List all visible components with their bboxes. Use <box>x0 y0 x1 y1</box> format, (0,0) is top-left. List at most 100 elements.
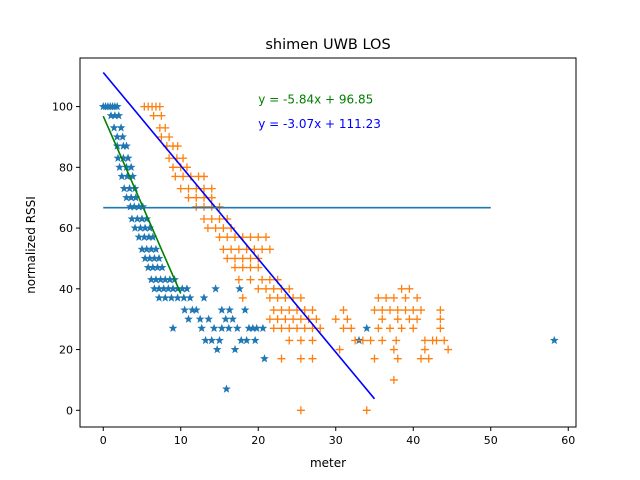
data-point-plus <box>436 306 445 315</box>
data-point-plus <box>300 306 309 315</box>
data-point-plus <box>262 233 270 242</box>
data-point-star <box>134 202 144 211</box>
data-point-plus <box>269 284 278 293</box>
data-point-plus <box>219 224 228 233</box>
data-point-plus <box>339 324 348 333</box>
axis-ticks: 0 10 20 30 40 50 60 0 20 40 60 80 100 <box>52 101 575 447</box>
data-point-plus <box>370 306 379 315</box>
data-point-star <box>260 354 269 363</box>
data-point-plus <box>389 345 398 354</box>
y-tick-label: 20 <box>59 344 73 357</box>
data-point-star <box>242 335 251 345</box>
data-point-plus <box>277 306 286 315</box>
data-point-star <box>163 284 173 293</box>
data-point-plus <box>234 275 243 284</box>
data-point-plus <box>192 193 201 202</box>
data-point-star <box>137 214 147 223</box>
data-point-plus <box>308 336 317 345</box>
data-point-plus <box>171 172 180 181</box>
data-point-plus <box>215 214 224 223</box>
data-point-star <box>549 335 559 345</box>
data-point-plus <box>293 324 301 333</box>
data-point-star <box>115 162 124 172</box>
data-point-plus <box>296 315 305 324</box>
data-point-star <box>212 344 222 354</box>
data-point-plus <box>393 354 402 363</box>
data-point-plus <box>389 293 398 302</box>
data-point-plus <box>417 306 425 315</box>
data-point-plus <box>351 336 360 345</box>
fit-line <box>102 71 376 400</box>
data-point-star <box>185 293 195 302</box>
data-point-plus <box>186 172 195 181</box>
plot-frame <box>79 57 577 428</box>
data-point-star <box>232 323 242 333</box>
data-point-plus <box>265 293 274 302</box>
data-point-star <box>244 323 254 333</box>
data-point-star <box>113 153 123 162</box>
data-point-plus <box>200 202 208 211</box>
data-point-star <box>165 275 175 284</box>
data-point-plus <box>308 354 317 363</box>
data-point-star <box>204 314 214 323</box>
data-point-star <box>127 214 137 223</box>
data-point-star <box>215 335 224 345</box>
data-point-star <box>150 284 159 293</box>
data-point-star <box>134 232 144 241</box>
data-point-plus <box>265 315 274 324</box>
data-point-star <box>191 305 201 314</box>
data-point-plus <box>296 293 305 302</box>
data-point-star <box>173 293 183 302</box>
data-point-star <box>160 293 170 302</box>
y-tick-label: 0 <box>66 404 73 417</box>
data-point-plus <box>378 306 387 315</box>
data-point-plus <box>179 172 188 181</box>
data-point-star <box>258 323 268 333</box>
data-point-star <box>122 141 131 150</box>
data-point-star <box>160 275 170 284</box>
data-point-star <box>126 202 135 211</box>
data-point-plus <box>296 336 305 345</box>
data-point-star <box>116 123 126 132</box>
fit-equation-label: y = -5.84x + 96.85 <box>258 93 373 107</box>
data-point-plus <box>374 293 383 302</box>
data-point-plus <box>234 245 243 254</box>
data-point-star <box>119 153 128 162</box>
data-point-star <box>123 153 133 162</box>
data-point-star <box>112 132 122 141</box>
x-axis-label: meter <box>310 456 346 470</box>
data-point-plus <box>238 293 247 302</box>
data-point-star <box>197 323 207 333</box>
data-point-star <box>156 275 165 284</box>
data-point-plus <box>296 406 305 415</box>
data-point-star <box>179 293 189 302</box>
data-point-plus <box>262 284 270 293</box>
data-point-plus <box>316 324 325 333</box>
data-point-plus <box>335 345 344 354</box>
data-point-star <box>177 284 187 293</box>
data-point-plus <box>173 142 182 151</box>
data-point-star <box>146 275 156 284</box>
y-tick-label: 60 <box>59 222 73 235</box>
data-point-plus <box>149 111 158 120</box>
data-point-plus <box>273 315 282 324</box>
data-point-star <box>154 253 164 263</box>
y-tick-label: 100 <box>52 101 73 114</box>
data-point-star <box>109 123 119 132</box>
data-point-star <box>157 262 167 272</box>
data-point-star <box>153 262 162 272</box>
data-point-plus <box>176 184 185 193</box>
data-point-star <box>112 141 122 150</box>
data-point-star <box>122 171 132 181</box>
data-point-star <box>148 262 158 272</box>
data-point-plus <box>393 306 402 315</box>
data-point-star <box>137 244 147 254</box>
data-point-star <box>129 202 139 211</box>
data-point-plus <box>246 275 255 284</box>
data-point-plus <box>157 132 166 141</box>
x-tick-label: 10 <box>174 434 188 447</box>
data-point-star <box>106 111 116 120</box>
data-point-plus <box>420 345 429 354</box>
data-point-star <box>222 384 231 393</box>
data-point-plus <box>378 315 387 324</box>
